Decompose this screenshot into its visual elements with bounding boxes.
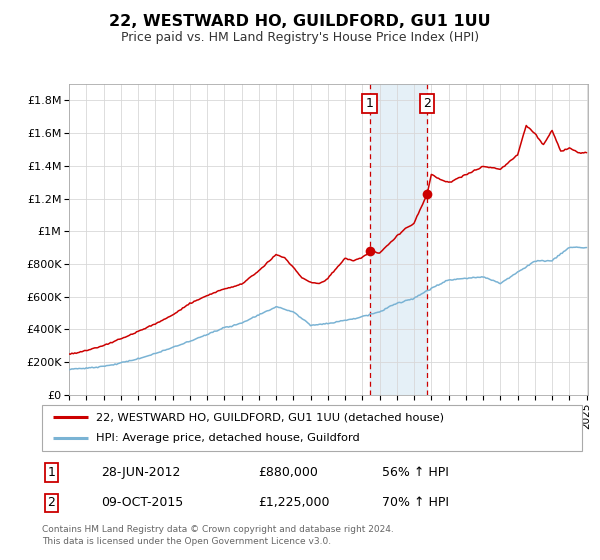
Text: 56% ↑ HPI: 56% ↑ HPI <box>382 466 449 479</box>
Text: 28-JUN-2012: 28-JUN-2012 <box>101 466 181 479</box>
Text: 09-OCT-2015: 09-OCT-2015 <box>101 496 184 510</box>
Text: 2: 2 <box>47 496 55 510</box>
Text: 2: 2 <box>423 97 431 110</box>
Text: 22, WESTWARD HO, GUILDFORD, GU1 1UU: 22, WESTWARD HO, GUILDFORD, GU1 1UU <box>109 14 491 29</box>
Text: Contains HM Land Registry data © Crown copyright and database right 2024.
This d: Contains HM Land Registry data © Crown c… <box>42 525 394 546</box>
Bar <box>370 84 427 395</box>
Text: £880,000: £880,000 <box>258 466 318 479</box>
Text: Price paid vs. HM Land Registry's House Price Index (HPI): Price paid vs. HM Land Registry's House … <box>121 31 479 44</box>
Text: 70% ↑ HPI: 70% ↑ HPI <box>382 496 449 510</box>
Text: 22, WESTWARD HO, GUILDFORD, GU1 1UU (detached house): 22, WESTWARD HO, GUILDFORD, GU1 1UU (det… <box>96 412 444 422</box>
Text: 1: 1 <box>365 97 373 110</box>
FancyBboxPatch shape <box>42 405 582 451</box>
Text: 1: 1 <box>47 466 55 479</box>
Text: £1,225,000: £1,225,000 <box>258 496 329 510</box>
Text: HPI: Average price, detached house, Guildford: HPI: Average price, detached house, Guil… <box>96 433 360 444</box>
